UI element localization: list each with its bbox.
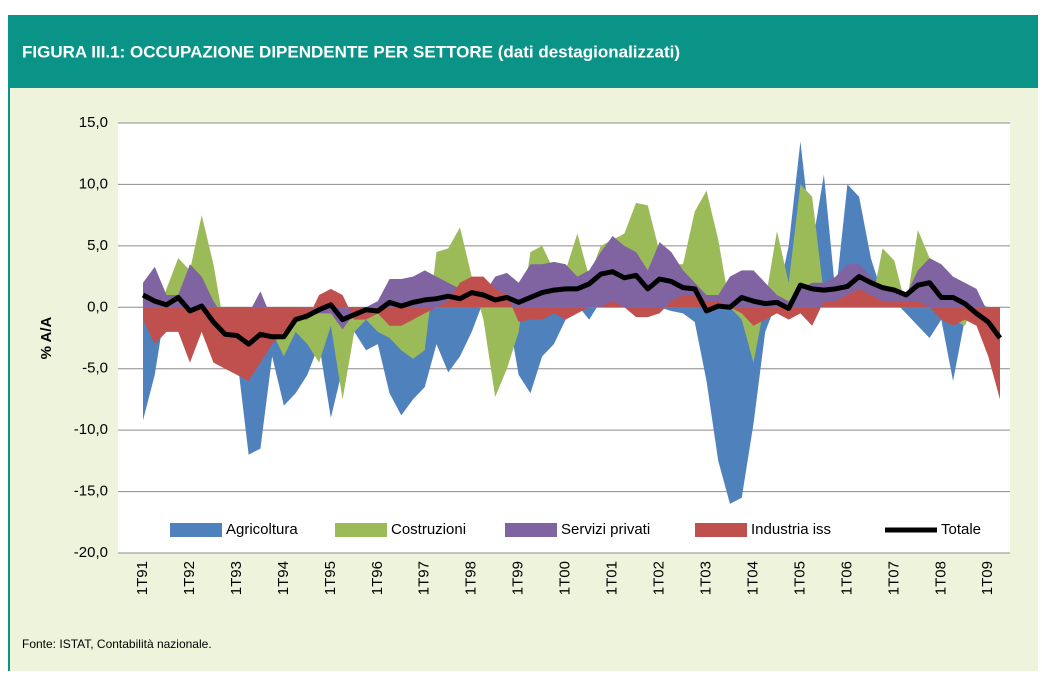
x-tick-label: 1T97 (416, 561, 433, 595)
legend-label: Totale (941, 521, 981, 538)
x-tick-label: 1T96 (369, 561, 386, 595)
x-tick-label: 1T99 (510, 561, 527, 595)
x-tick-label: 1T95 (322, 561, 339, 595)
legend-marker (170, 523, 222, 537)
y-tick-label: -20,0 (74, 544, 108, 561)
x-tick-label: 1T03 (697, 561, 714, 595)
x-tick-label: 1T93 (228, 561, 245, 595)
legend-label: Industria iss (751, 521, 831, 538)
x-tick-label: 1T91 (134, 561, 151, 595)
y-tick-label: 15,0 (79, 114, 108, 131)
x-tick-label: 1T01 (604, 561, 621, 595)
legend-label: Agricoltura (226, 521, 298, 538)
x-tick-label: 1T02 (651, 561, 668, 595)
x-tick-label: 1T05 (791, 561, 808, 595)
y-tick-label: 10,0 (79, 175, 108, 192)
footer-source: Fonte: ISTAT, Contabilità nazionale. (22, 637, 212, 651)
legend-marker (505, 523, 557, 537)
x-tick-label: 1T04 (744, 561, 761, 595)
line (141, 269, 1003, 347)
y-tick-label: -15,0 (74, 483, 108, 500)
y-tick-label: 0,0 (87, 298, 108, 315)
x-tick-label: 1T09 (979, 561, 996, 595)
x-tick-label: 1T07 (885, 561, 902, 595)
legend-label: Costruzioni (391, 521, 466, 538)
x-tick-label: 1T06 (838, 561, 855, 595)
legend-label: Servizi privati (561, 521, 650, 538)
y-tick-label: -5,0 (82, 360, 108, 377)
y-tick-label: 5,0 (87, 237, 108, 254)
y-tick-label: -10,0 (74, 421, 108, 438)
y-axis-label: % A/A (38, 316, 55, 359)
header-bar (8, 15, 1038, 88)
x-tick-label: 1T92 (181, 561, 198, 595)
x-tick-label: 1T00 (557, 561, 574, 595)
header-title: FIGURA III.1: OCCUPAZIONE DIPENDENTE PER… (22, 42, 680, 61)
x-tick-label: 1T94 (275, 561, 292, 595)
legend-marker (695, 523, 747, 537)
x-tick-label: 1T08 (932, 561, 949, 595)
x-tick-label: 1T98 (463, 561, 480, 595)
legend-marker (335, 523, 387, 537)
